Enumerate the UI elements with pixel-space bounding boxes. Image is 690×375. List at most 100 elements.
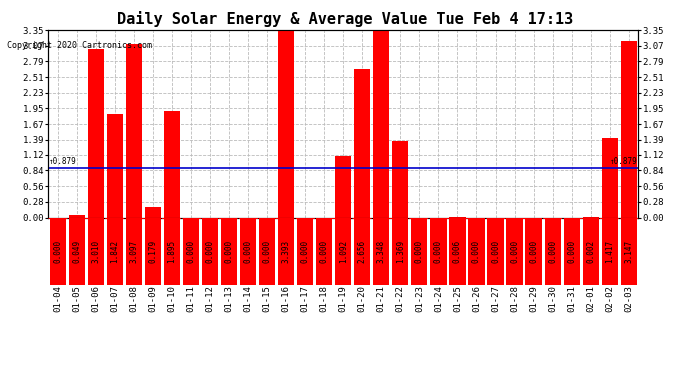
Bar xyxy=(316,217,333,285)
Bar xyxy=(126,44,142,218)
Text: 01-31: 01-31 xyxy=(567,285,576,312)
Bar xyxy=(393,217,408,285)
Bar xyxy=(487,217,504,285)
Bar xyxy=(354,69,371,218)
Text: 0.000: 0.000 xyxy=(301,240,310,263)
Text: 0.000: 0.000 xyxy=(472,240,481,263)
Bar xyxy=(126,217,142,285)
Bar xyxy=(506,217,522,285)
Text: 0.000: 0.000 xyxy=(186,240,195,263)
Text: 01-26: 01-26 xyxy=(472,285,481,312)
Bar xyxy=(107,217,123,285)
Text: 0.000: 0.000 xyxy=(263,240,272,263)
Bar xyxy=(202,217,218,285)
Text: 3.147: 3.147 xyxy=(624,240,633,263)
Text: 0.179: 0.179 xyxy=(148,240,157,263)
Bar xyxy=(259,217,275,285)
Text: 01-23: 01-23 xyxy=(415,285,424,312)
Bar xyxy=(164,111,180,218)
Text: 1.092: 1.092 xyxy=(339,240,348,263)
Text: 01-05: 01-05 xyxy=(72,285,81,312)
Text: 0.000: 0.000 xyxy=(567,240,576,263)
Bar xyxy=(183,217,199,285)
Text: 01-08: 01-08 xyxy=(130,285,139,312)
Text: 01-16: 01-16 xyxy=(282,285,290,312)
Text: 01-24: 01-24 xyxy=(434,285,443,312)
Text: 0.002: 0.002 xyxy=(586,240,595,263)
Text: 01-09: 01-09 xyxy=(148,285,157,312)
Text: 01-13: 01-13 xyxy=(224,285,234,312)
Bar xyxy=(602,217,618,285)
Bar xyxy=(88,217,104,285)
Text: 2.656: 2.656 xyxy=(358,240,367,263)
Text: 01-29: 01-29 xyxy=(529,285,538,312)
Text: 01-14: 01-14 xyxy=(244,285,253,312)
Text: 1.842: 1.842 xyxy=(110,240,119,263)
Text: 3.393: 3.393 xyxy=(282,240,290,263)
Bar xyxy=(145,207,161,218)
Text: 0.000: 0.000 xyxy=(206,240,215,263)
Text: 01-10: 01-10 xyxy=(168,285,177,312)
Text: 01-19: 01-19 xyxy=(339,285,348,312)
Text: 01-20: 01-20 xyxy=(358,285,367,312)
Text: ↑0.879: ↑0.879 xyxy=(610,157,638,166)
Text: Copyright 2020 Cartronics.com: Copyright 2020 Cartronics.com xyxy=(7,41,152,50)
Bar xyxy=(221,217,237,285)
Text: 01-27: 01-27 xyxy=(491,285,500,312)
Text: 1.895: 1.895 xyxy=(168,240,177,263)
Bar xyxy=(431,217,446,285)
Bar xyxy=(354,217,371,285)
Bar xyxy=(107,114,123,218)
Bar xyxy=(564,217,580,285)
Text: 0.000: 0.000 xyxy=(53,240,62,263)
Text: 0.000: 0.000 xyxy=(491,240,500,263)
Text: 0.006: 0.006 xyxy=(453,240,462,263)
Bar xyxy=(278,217,294,285)
Text: 0.049: 0.049 xyxy=(72,240,81,263)
Text: Daily Solar Energy & Average Value Tue Feb 4 17:13: Daily Solar Energy & Average Value Tue F… xyxy=(117,11,573,27)
Bar xyxy=(335,217,351,285)
Bar xyxy=(297,217,313,285)
Text: 1.369: 1.369 xyxy=(396,240,405,263)
Bar xyxy=(145,217,161,285)
Text: 01-04: 01-04 xyxy=(53,285,62,312)
Text: 02-01: 02-01 xyxy=(586,285,595,312)
Text: 0.000: 0.000 xyxy=(224,240,234,263)
Text: 01-18: 01-18 xyxy=(319,285,328,312)
Text: 0.000: 0.000 xyxy=(434,240,443,263)
Bar xyxy=(544,217,561,285)
Text: 1.417: 1.417 xyxy=(605,240,614,263)
Bar xyxy=(88,49,104,217)
Bar xyxy=(69,217,85,285)
Text: 0.000: 0.000 xyxy=(415,240,424,263)
Text: 01-11: 01-11 xyxy=(186,285,195,312)
Text: 01-22: 01-22 xyxy=(396,285,405,312)
Text: 02-02: 02-02 xyxy=(605,285,614,312)
Text: 01-30: 01-30 xyxy=(548,285,557,312)
Bar xyxy=(335,156,351,218)
Text: 3.097: 3.097 xyxy=(130,240,139,263)
Text: 3.348: 3.348 xyxy=(377,240,386,263)
Text: 01-07: 01-07 xyxy=(110,285,119,312)
Text: 0.000: 0.000 xyxy=(529,240,538,263)
Text: 0.000: 0.000 xyxy=(319,240,328,263)
Bar xyxy=(50,217,66,285)
Text: 01-17: 01-17 xyxy=(301,285,310,312)
Text: 01-28: 01-28 xyxy=(510,285,519,312)
Bar xyxy=(411,217,428,285)
Text: 0.000: 0.000 xyxy=(548,240,557,263)
Bar xyxy=(69,215,85,217)
Bar xyxy=(240,217,256,285)
Bar xyxy=(469,217,484,285)
Text: 01-12: 01-12 xyxy=(206,285,215,312)
Bar xyxy=(164,217,180,285)
Text: 01-15: 01-15 xyxy=(263,285,272,312)
Text: 02-03: 02-03 xyxy=(624,285,633,312)
Bar xyxy=(526,217,542,285)
Bar xyxy=(620,217,637,285)
Text: 3.010: 3.010 xyxy=(91,240,100,263)
Text: 01-21: 01-21 xyxy=(377,285,386,312)
Text: 01-25: 01-25 xyxy=(453,285,462,312)
Bar xyxy=(582,217,599,285)
Bar xyxy=(620,41,637,218)
